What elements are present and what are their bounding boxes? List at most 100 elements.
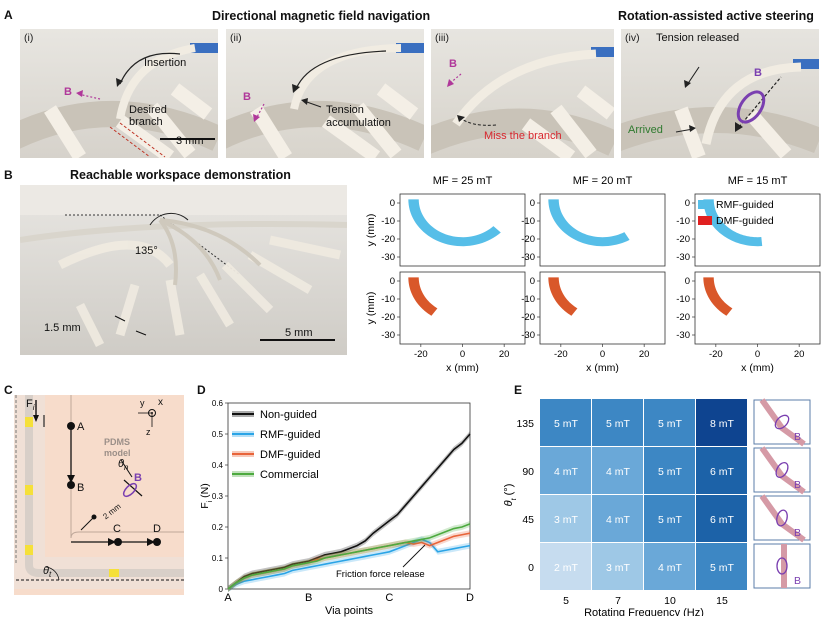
y-tick-label: -30 [676,330,690,341]
panel-b-letter: B [4,168,13,182]
point-c-label: C [113,523,121,535]
photo-iii-drawing [431,47,614,158]
plot-frame [694,193,821,267]
x-tick-label: 20 [639,349,650,360]
x-axis-label: Rotating Frequency (Hz) [584,607,704,616]
photo-i-drawing [20,43,218,158]
inset-b-label: B [794,527,801,539]
heatmap-cell [696,543,747,590]
heatmap-cell-label: 5 mT [710,562,735,574]
x-tick-label: 0 [600,349,605,360]
y-tick-label: 0.6 [212,399,224,408]
axis-y: y [140,398,145,408]
point-a-label: A [77,421,85,433]
annotation-arrow [402,544,426,568]
x-tick-label: 15 [716,595,728,607]
series-band [228,520,470,592]
heatmap-cell-label: 4 mT [658,562,683,574]
y-tick-label: 135 [516,418,534,430]
mf-title: MF = 15 mT [728,175,788,187]
panel-d-letter: D [197,383,206,397]
b-field-label-iii: B [449,58,457,70]
angle-label: 135° [135,245,158,257]
theta-t-text: θ [43,565,49,577]
y-tick-label: 0.4 [212,461,224,470]
photo-ii [226,29,424,158]
scale-bar-b: 5 mm [285,327,313,339]
photo-iv [621,29,819,158]
y-tick-label: -30 [521,330,535,341]
legend-label: RMF-guided [260,429,321,441]
series-band [228,530,470,592]
heatmap-cell [592,495,643,542]
mf-title: MF = 20 mT [573,175,633,187]
photo-i [20,29,218,158]
heatmap-cell-label: 5 mT [606,418,631,430]
dmf-workspace-arc [548,277,578,316]
x-tick-label: C [385,592,393,604]
rotation-icon [776,557,788,575]
heatmap-cell [644,447,695,494]
tension-released-label: Tension released [656,32,740,44]
rotation-icon [774,414,790,430]
heatmap-cell-label: 5 mT [658,418,683,430]
y-tick-label: 90 [522,466,534,478]
dmf-workspace-arc [408,277,438,316]
heatmap-cell-label: 5 mT [658,466,683,478]
pdms-model-label: PDMS model [104,437,131,458]
workspace-photo [20,185,347,355]
model-diagram [14,395,184,595]
heatmap-cell [592,399,643,446]
heatmap-cell [644,495,695,542]
heatmap-cell [644,543,695,590]
x-tick-label: 0 [460,349,465,360]
y-tick-label: 0 [530,198,535,209]
series-line [227,433,471,590]
y-tick-label: -20 [521,234,535,245]
y-tick-label: 0 [528,562,534,574]
mf-title: MF = 25 mT [433,175,493,187]
y-axis-label: y (mm) [365,292,377,325]
y-tick-label: -30 [381,252,395,263]
theta-t-label: θt [43,565,51,579]
heatmap-cell-label: 3 mT [554,514,579,526]
panel-a-title: Directional magnetic field navigation [212,9,431,23]
y-tick-label: -20 [381,312,395,323]
y-tick-label: 0 [390,276,395,287]
y-tick-label: -10 [521,216,535,227]
y-tick-label: 0 [530,276,535,287]
y-tick-label: -20 [381,234,395,245]
photo-iv-drawing [621,59,819,158]
miss-branch-label: Miss the branch [484,130,562,142]
y-tick-label: -10 [676,216,690,227]
theta-n-text: θ [118,458,124,470]
y-axis-label: θt (°) [503,484,518,507]
inset-b-label: B [794,575,801,587]
plot-frame [539,193,666,267]
y-tick-label: -10 [381,294,395,305]
heatmap-cell [592,543,643,590]
heatmap-cell [540,447,591,494]
heatmap-cell-label: 3 mT [606,562,631,574]
inset-b-label: B [794,479,801,491]
inset-tube [759,446,806,495]
rmf-workspace-arc [408,199,501,247]
legend-label-dmf: DMF-guided [716,215,774,227]
friction-force-chart: 0 0.1 0.2 0.3 0.4 0.5 0.6 A B C D Via points Fi (N) N… [199,399,474,617]
workspace-plots: MF = 25 mT MF = 20 mT MF = 15 mT 0 -10 -20 -30… [365,175,821,374]
rmf-workspace-arc [548,199,630,247]
heatmap-cell-label: 4 mT [606,514,631,526]
x-tick-label: B [305,592,312,604]
heatmap-cell-label: 5 mT [554,418,579,430]
x-tick-label: -20 [554,349,568,360]
x-tick-label: -20 [414,349,428,360]
inset-frame [753,447,811,493]
inset-tube [759,494,806,543]
legend-swatch-dmf [698,216,712,225]
fi-text: F [26,398,33,410]
x-tick-label: 7 [615,595,621,607]
x-tick-label: 0 [755,349,760,360]
legend-swatch-rmf [698,200,712,209]
heatmap-chart: 5 mT 5 mT 5 mT 8 mT 4 mT 4 mT 5 mT 6 mT 3 mT 4 mT… [503,398,811,616]
point-d-label: D [153,523,161,535]
